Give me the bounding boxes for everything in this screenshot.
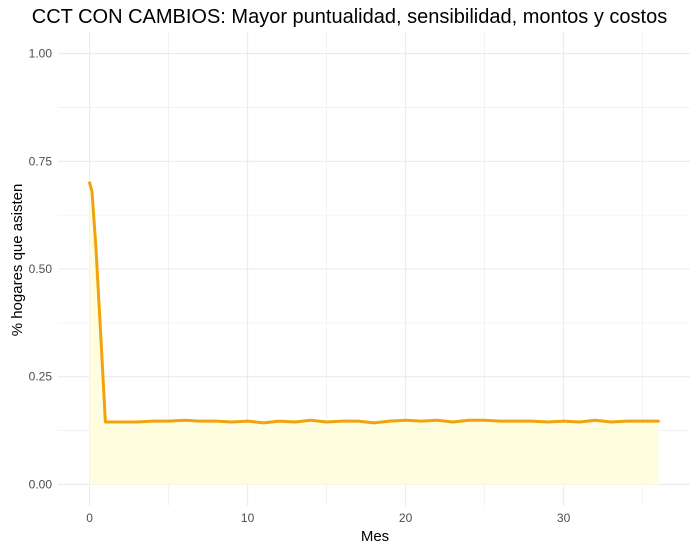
y-tick-label: 1.00	[29, 47, 53, 61]
y-tick-label: 0.75	[29, 154, 53, 168]
y-tick-label: 0.50	[29, 262, 53, 276]
y-axis-title: % hogares que asisten	[9, 184, 26, 337]
x-tick-label: 20	[399, 511, 413, 525]
x-tick-label: 10	[241, 511, 255, 525]
x-tick-label: 0	[86, 511, 93, 525]
chart-title: CCT CON CAMBIOS: Mayor puntualidad, sens…	[31, 6, 668, 28]
x-axis-title: Mes	[361, 528, 389, 545]
plot-area	[88, 181, 660, 485]
x-tick-label: 30	[557, 511, 571, 525]
y-tick-label: 0.00	[29, 477, 53, 491]
tick-labels: 0.00 0.25 0.50 0.75 1.00 0 10 20 30	[29, 47, 571, 525]
series-line	[88, 181, 660, 425]
y-tick-label: 0.25	[29, 370, 53, 384]
area-fill	[89, 182, 659, 485]
